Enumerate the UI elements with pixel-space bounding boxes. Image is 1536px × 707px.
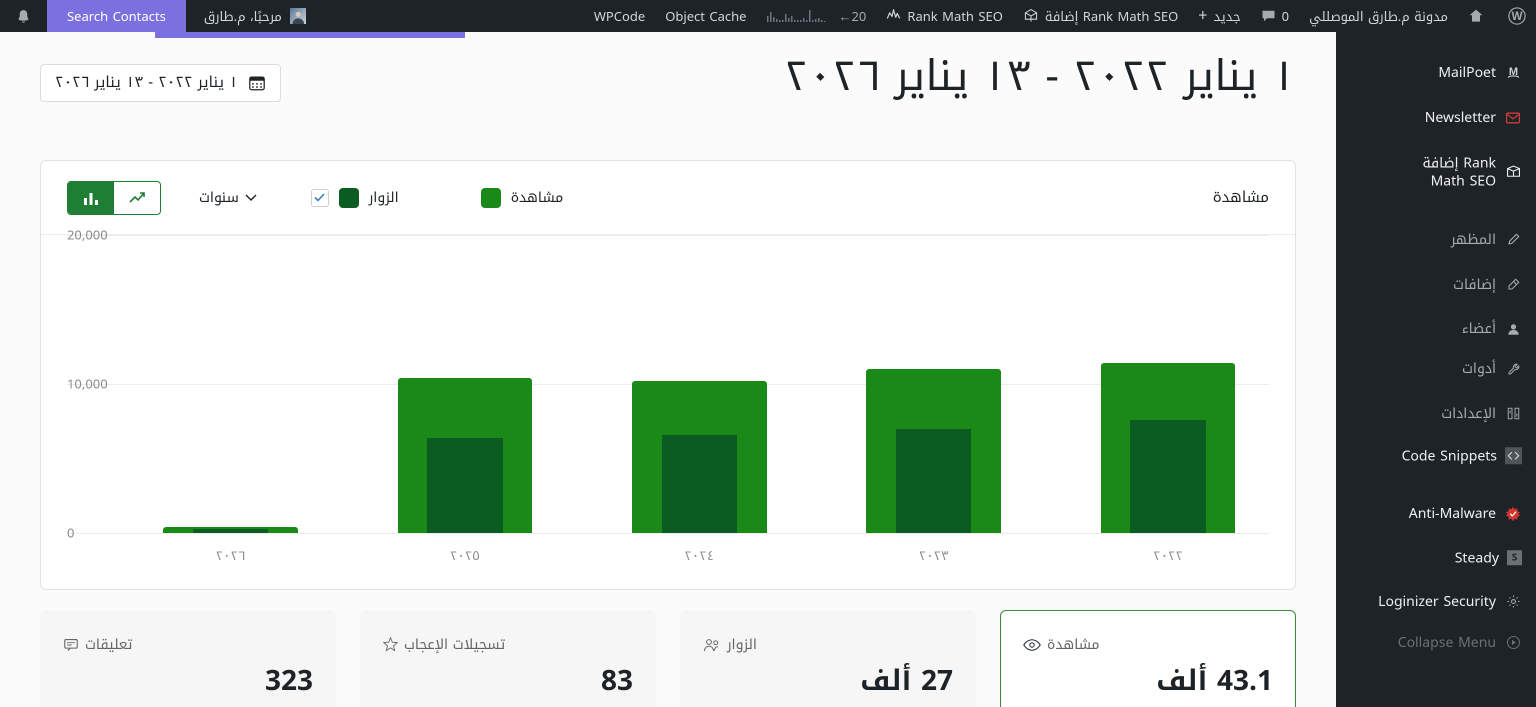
svg-text:W: W <box>1511 10 1523 23</box>
